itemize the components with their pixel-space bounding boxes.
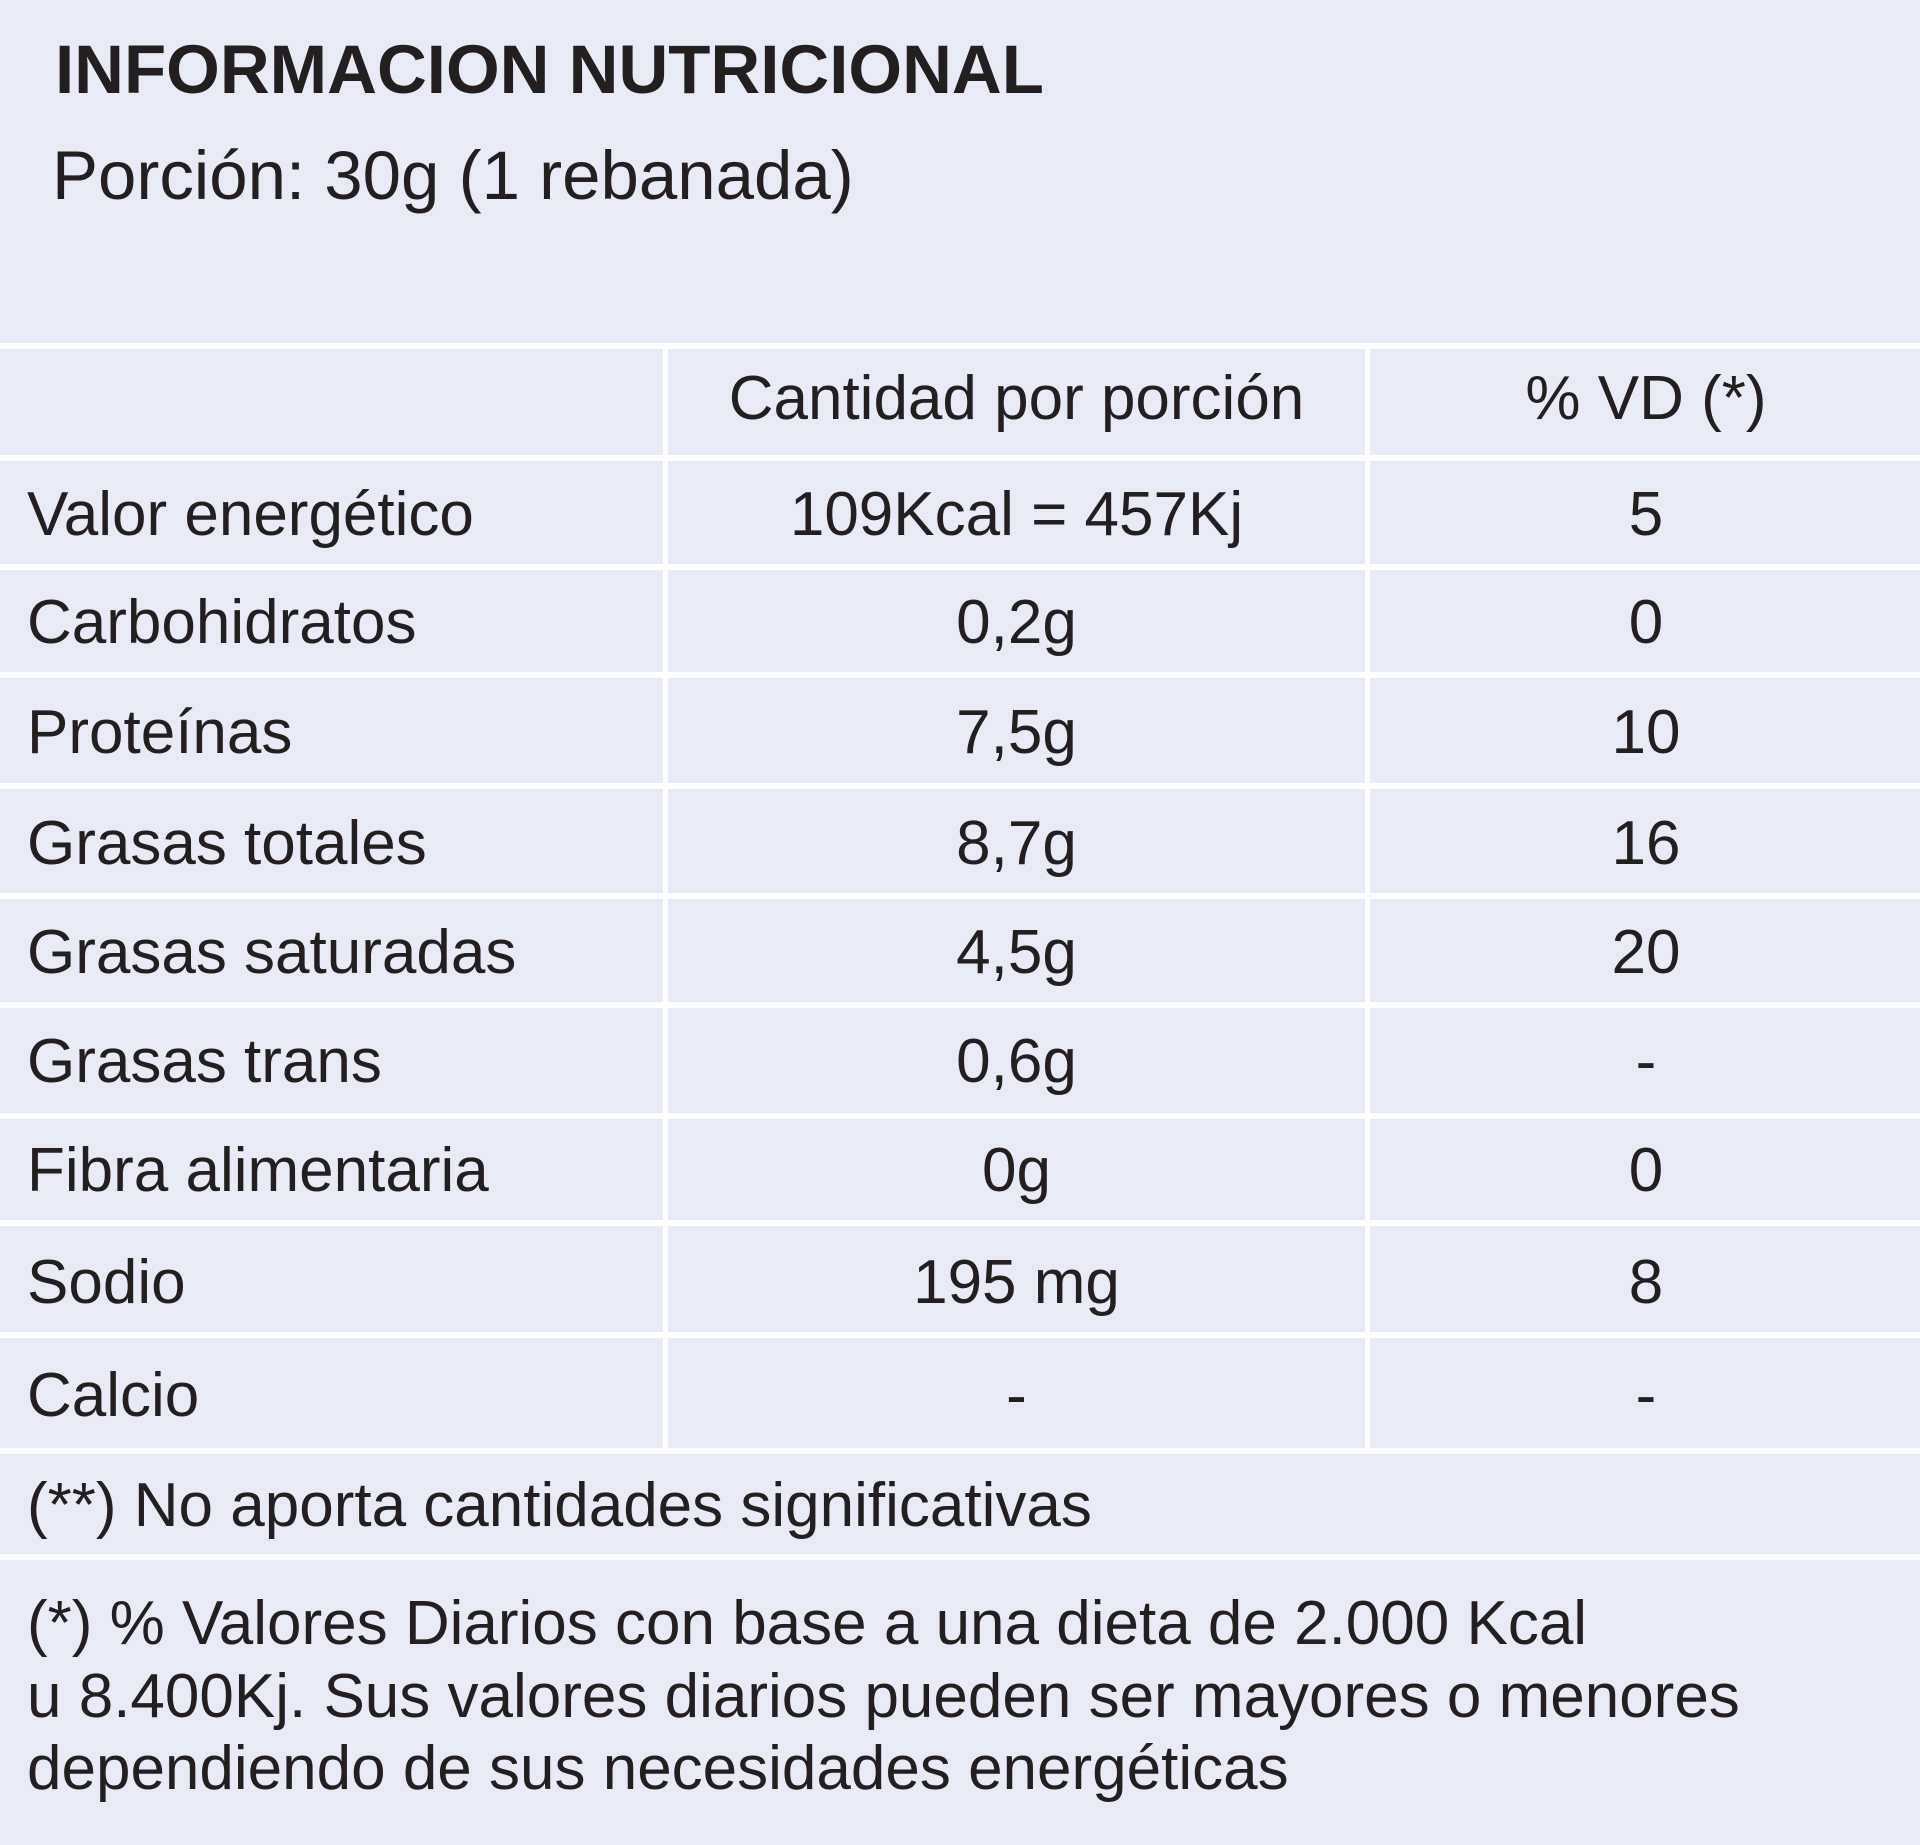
nutrient-daily-value: - <box>1635 1027 1657 1096</box>
nutrient-daily-value: 0 <box>1628 588 1664 657</box>
column-divider <box>663 343 668 1454</box>
nutrient-daily-value: - <box>1635 1361 1657 1430</box>
nutrient-amount: 7,5g <box>956 698 1077 767</box>
nutrient-label: Sodio <box>27 1248 186 1317</box>
column-header-daily-value: % VD (*) <box>1525 364 1767 433</box>
table-rule <box>0 343 1920 349</box>
table-rule <box>0 1002 1920 1008</box>
nutrient-amount: 4,5g <box>956 918 1077 987</box>
table-rule <box>0 1220 1920 1226</box>
nutrient-daily-value: 8 <box>1628 1248 1664 1317</box>
table-rule <box>0 783 1920 789</box>
nutrient-amount: 0,6g <box>956 1027 1077 1096</box>
nutrient-label: Grasas trans <box>27 1027 382 1096</box>
nutrient-label: Valor energético <box>27 480 474 549</box>
nutrient-amount: 0,2g <box>956 588 1077 657</box>
nutrient-amount: 109Kcal = 457Kj <box>789 480 1244 549</box>
nutrient-daily-value: 0 <box>1628 1136 1664 1205</box>
footnote-not-significant: (**) No aporta cantidades significativas <box>27 1471 1092 1540</box>
table-rule <box>0 1113 1920 1119</box>
nutrient-label: Grasas saturadas <box>27 918 517 987</box>
nutrient-daily-value: 16 <box>1611 809 1681 878</box>
nutrient-amount: 195 mg <box>913 1248 1120 1317</box>
footnote-daily-values-line3: dependiendo de sus necesidades energétic… <box>27 1734 1289 1803</box>
page-title: INFORMACION NUTRICIONAL <box>55 31 1044 108</box>
nutrient-label: Fibra alimentaria <box>27 1136 489 1205</box>
nutrient-daily-value: 10 <box>1611 698 1681 767</box>
table-rule <box>0 564 1920 570</box>
nutrient-amount: 0g <box>982 1136 1051 1205</box>
nutrient-daily-value: 20 <box>1611 918 1681 987</box>
table-rule <box>0 893 1920 899</box>
serving-size: Porción: 30g (1 rebanada) <box>52 137 854 214</box>
nutrient-amount: - <box>1006 1361 1027 1430</box>
nutrient-daily-value: 5 <box>1628 480 1664 549</box>
nutrient-amount: 8,7g <box>956 809 1077 878</box>
nutrient-label: Grasas totales <box>27 809 427 878</box>
nutrient-label: Carbohidratos <box>27 588 417 657</box>
nutrient-label: Calcio <box>27 1361 200 1430</box>
column-divider <box>1365 343 1370 1454</box>
table-rule <box>0 672 1920 678</box>
table-rule <box>0 1554 1920 1560</box>
column-header-amount: Cantidad por porción <box>728 364 1305 433</box>
footnote-daily-values-line2: u 8.400Kj. Sus valores diarios pueden se… <box>27 1662 1740 1731</box>
table-rule <box>0 1332 1920 1338</box>
footnote-daily-values-line1: (*) % Valores Diarios con base a una die… <box>27 1589 1588 1658</box>
nutrient-label: Proteínas <box>27 698 293 767</box>
table-rule <box>0 455 1920 461</box>
table-rule <box>0 1448 1920 1454</box>
